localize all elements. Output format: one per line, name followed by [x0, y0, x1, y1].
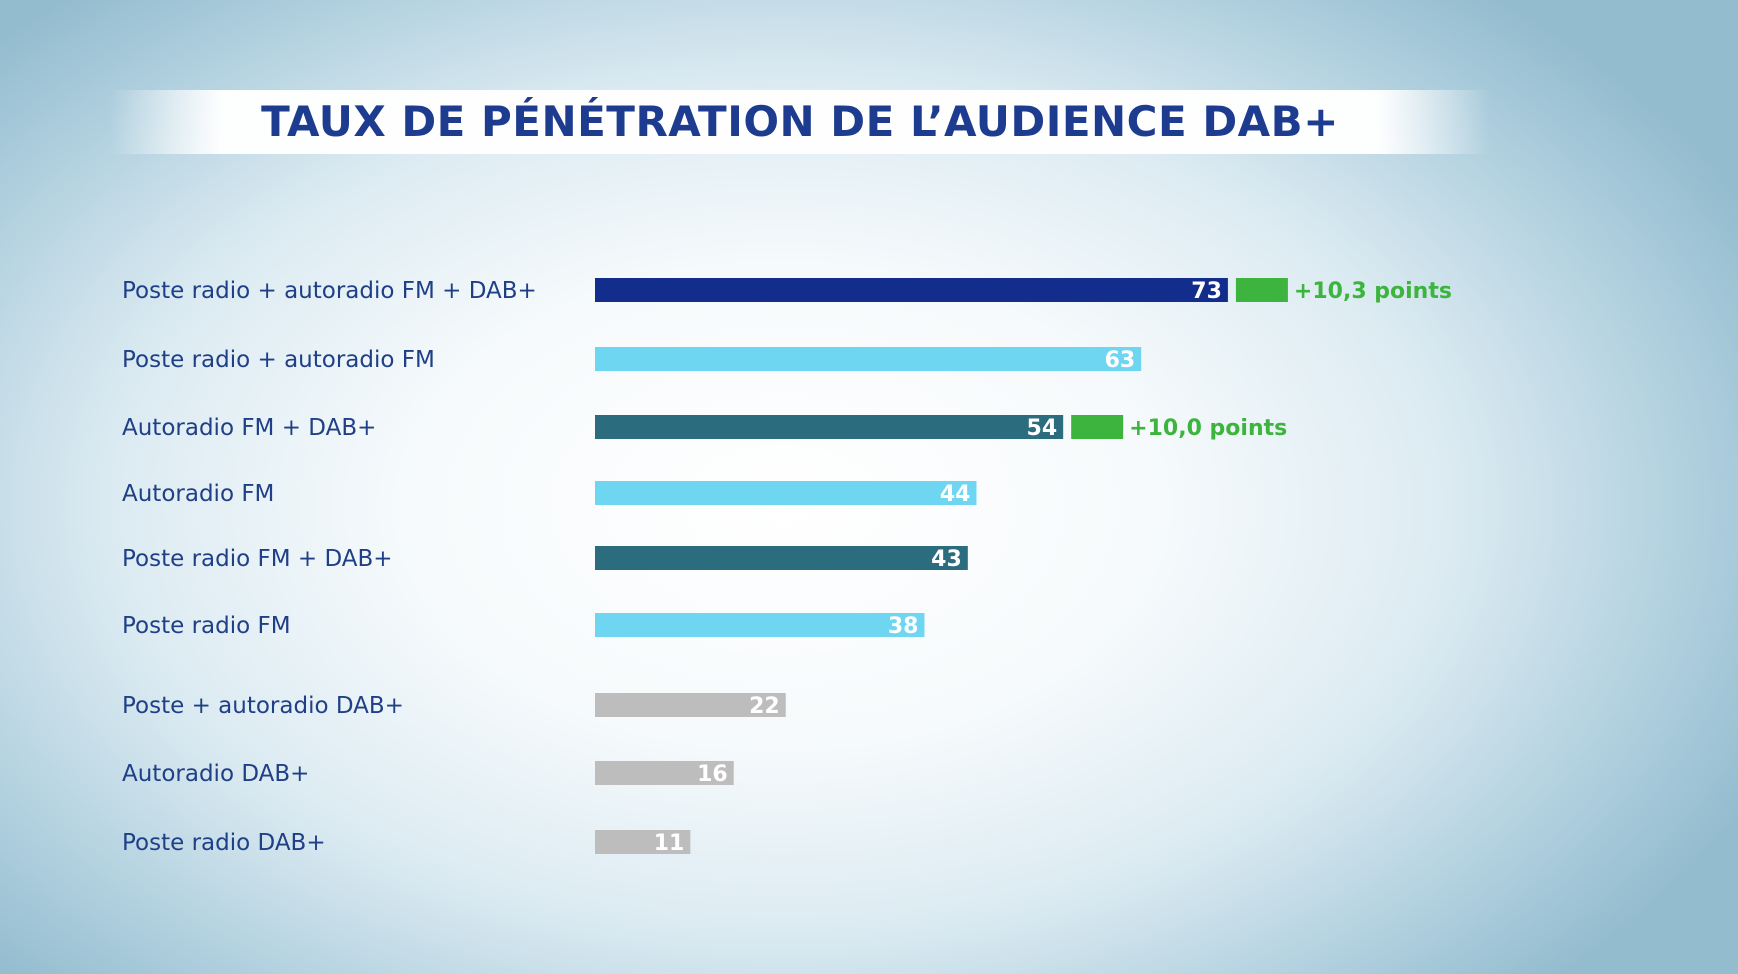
bar — [595, 613, 925, 637]
category-label: Autoradio FM — [122, 481, 274, 507]
value-label: 11 — [654, 831, 685, 856]
bar — [595, 830, 691, 854]
bar — [595, 693, 786, 717]
delta-label: +10,3 points — [1294, 279, 1452, 304]
chart-title: TAUX DE PÉNÉTRATION DE L’AUDIENCE DAB+ — [261, 97, 1339, 146]
category-label: Poste radio DAB+ — [122, 830, 326, 856]
value-label: 44 — [940, 482, 971, 507]
bar — [595, 347, 1142, 371]
value-label: 54 — [1027, 416, 1058, 441]
title-band — [110, 90, 1490, 154]
category-label: Poste radio + autoradio FM + DAB+ — [122, 278, 537, 304]
category-label: Poste radio + autoradio FM — [122, 347, 435, 373]
value-label: 73 — [1191, 279, 1222, 304]
category-label: Poste radio FM + DAB+ — [122, 546, 393, 572]
bar — [595, 546, 968, 570]
delta-bar — [1235, 278, 1288, 302]
value-label: 63 — [1105, 348, 1136, 373]
delta-label: +10,0 points — [1129, 416, 1287, 441]
category-label: Poste radio FM — [122, 613, 291, 639]
category-label: Poste + autoradio DAB+ — [122, 693, 404, 719]
bar — [595, 278, 1228, 302]
value-label: 38 — [888, 614, 919, 639]
bar — [595, 415, 1064, 439]
category-label: Autoradio FM + DAB+ — [122, 415, 376, 441]
value-label: 22 — [749, 694, 780, 719]
category-label: Autoradio DAB+ — [122, 761, 309, 787]
value-label: 16 — [697, 762, 728, 787]
delta-bar — [1071, 415, 1124, 439]
bar — [595, 481, 977, 505]
value-label: 43 — [931, 547, 962, 572]
bar — [595, 761, 734, 785]
